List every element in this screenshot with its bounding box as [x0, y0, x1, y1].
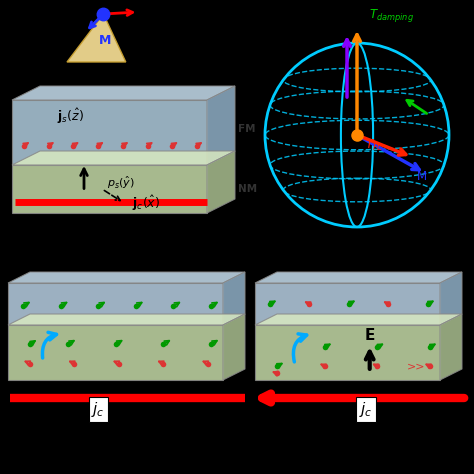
Polygon shape	[440, 272, 462, 325]
Polygon shape	[8, 272, 245, 283]
Text: $j_c$: $j_c$	[359, 400, 373, 419]
Polygon shape	[223, 272, 245, 325]
Text: $T_{FL}$: $T_{FL}$	[365, 138, 383, 153]
Text: $\mathbf{j}_s(\hat{z})$: $\mathbf{j}_s(\hat{z})$	[57, 107, 84, 126]
Polygon shape	[207, 86, 235, 165]
Polygon shape	[12, 100, 207, 165]
Polygon shape	[255, 314, 462, 325]
Polygon shape	[12, 165, 207, 213]
Polygon shape	[255, 272, 462, 283]
Polygon shape	[67, 14, 126, 62]
Text: $\mathbf{j}_c(\hat{x})$: $\mathbf{j}_c(\hat{x})$	[132, 194, 160, 213]
Polygon shape	[8, 283, 223, 325]
Text: >>: >>	[407, 361, 425, 371]
Text: E: E	[365, 328, 375, 343]
Text: NM: NM	[238, 184, 257, 194]
Text: $T_{damping}$: $T_{damping}$	[369, 7, 414, 24]
Text: $j_c$: $j_c$	[91, 400, 105, 419]
Polygon shape	[12, 86, 235, 100]
Polygon shape	[8, 314, 245, 325]
Polygon shape	[207, 151, 235, 213]
Text: M: M	[99, 34, 111, 47]
Polygon shape	[8, 325, 223, 380]
Polygon shape	[255, 325, 440, 380]
Polygon shape	[440, 314, 462, 380]
Text: FM: FM	[238, 124, 255, 134]
Polygon shape	[255, 283, 440, 325]
Text: $p_s(\hat{y})$: $p_s(\hat{y})$	[107, 174, 135, 191]
Text: M: M	[417, 170, 427, 183]
Polygon shape	[223, 314, 245, 380]
Polygon shape	[12, 151, 235, 165]
